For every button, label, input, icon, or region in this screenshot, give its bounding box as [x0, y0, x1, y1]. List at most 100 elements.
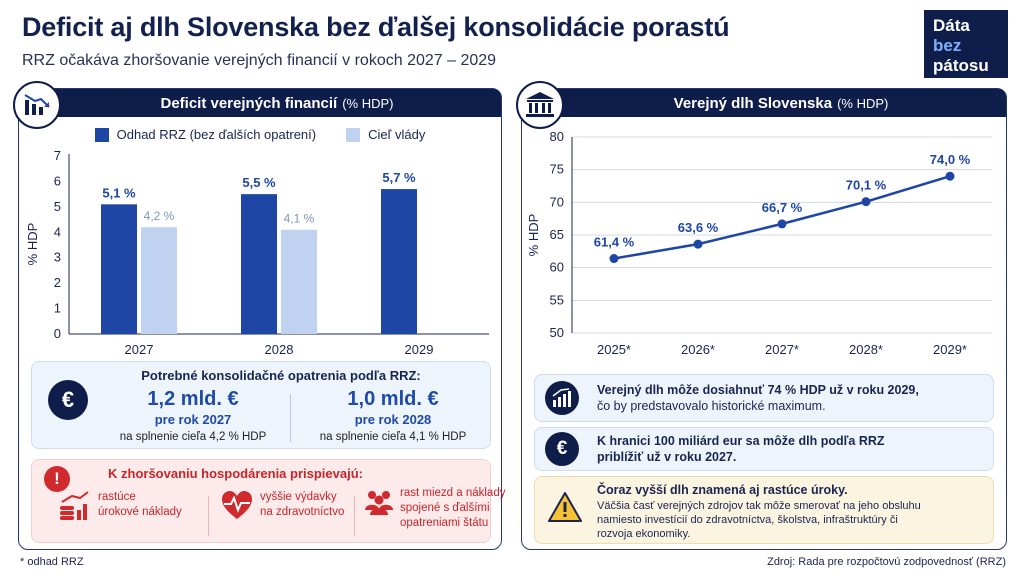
line-x-tick-label: 2028*	[849, 342, 883, 357]
deficit-legend: Odhad RRZ (bez ďalších opatrení) Cieľ vl…	[19, 127, 501, 142]
bar-y-tick-label: 6	[54, 173, 61, 188]
line-point	[693, 239, 703, 249]
line-y-tick-label: 65	[550, 227, 564, 242]
debt-panel: Verejný dlh Slovenska (% HDP) % HDP 50 55…	[516, 81, 1007, 550]
euro-icon: €	[48, 380, 88, 420]
risk-text-line: vyššie výdavky	[260, 491, 337, 503]
info-text: Verejný dlh môže dosiahnuť 74 % HDP už v…	[597, 382, 919, 414]
bar-data-label: 5,7 %	[382, 170, 416, 185]
bar-y-tick-label: 1	[54, 301, 61, 316]
line-data-label: 74,0 %	[930, 152, 971, 167]
line-y-tick-label: 60	[550, 260, 564, 275]
consolidation-box: € Potrebné konsolidačné opatrenia podľa …	[31, 361, 491, 449]
info-text-line: čo by predstavovalo historické maximum.	[597, 399, 826, 413]
line-x-tick-label: 2027*	[765, 342, 799, 357]
consolidation-note: na splnenie cieľa 4,1 % HDP	[319, 431, 467, 443]
page-subtitle: RRZ očakáva zhoršovanie verejných financ…	[22, 52, 497, 69]
risk-item-interest: rastúce úrokové náklady	[58, 490, 182, 526]
bar-data-label: 4,2 %	[144, 209, 175, 223]
line-x-tick-label: 2026*	[681, 342, 715, 357]
series-line	[613, 175, 951, 260]
bar	[381, 189, 417, 334]
risk-text-line: rast miezd a náklady	[400, 487, 506, 499]
line-point	[861, 197, 871, 207]
bar-x-tick-label: 2028	[265, 342, 294, 357]
risk-text: rast miezd a náklady spojené s ďalšími o…	[400, 486, 505, 531]
info-text-line: priblížiť už v roku 2027.	[597, 450, 737, 464]
risk-item-wages: rast miezd a náklady spojené s ďalšími o…	[364, 486, 505, 531]
info-box-record: Verejný dlh môže dosiahnuť 74 % HDP už v…	[534, 374, 994, 422]
line-point	[777, 219, 787, 229]
line-data-label: 70,1 %	[846, 178, 887, 193]
bar-y-tick-label: 3	[54, 250, 61, 265]
warning-box: Čoraz vyšší dlh znamená aj rastúce úroky…	[534, 476, 994, 544]
deficit-bar-chart: % HDP 0 1 2 3 4 5 6 7 2027 5,1 % 4,2 % 2028 5,5 % 4,1…	[25, 148, 489, 357]
people-icon	[365, 491, 393, 515]
line-y-tick-label: 50	[550, 325, 564, 340]
logo-line-3: pátosu	[933, 56, 989, 75]
risk-text: vyššie výdavky na zdravotníctvo	[260, 490, 344, 520]
risk-text-line: na zdravotníctvo	[260, 506, 345, 518]
risk-text-line: rastúce	[98, 491, 136, 503]
bar-y-axis-label: % HDP	[25, 223, 40, 266]
legend-swatch-goal	[346, 127, 361, 142]
risk-box: ! K zhoršovaniu hospodárenia prispievajú…	[31, 459, 505, 543]
bank-icon	[516, 81, 564, 129]
line-x-tick-label: 2029*	[933, 342, 967, 357]
bar-data-label: 5,5 %	[242, 175, 276, 190]
warning-text-line: rozvoja ekonomiky.	[597, 528, 691, 540]
debt-panel-header: Verejný dlh Slovenska (% HDP)	[556, 89, 1006, 117]
line-y-axis-label: % HDP	[526, 214, 541, 257]
legend-swatch-rrz	[94, 127, 109, 142]
chart-down-icon	[13, 81, 61, 129]
line-y-tick-label: 75	[550, 162, 564, 177]
footnote: * odhad RRZ	[20, 556, 84, 568]
euro-icon: €	[545, 432, 579, 466]
line-data-label: 63,6 %	[678, 220, 719, 235]
risk-text-line: úrokové náklady	[98, 506, 182, 518]
warning-icon	[548, 492, 582, 522]
info-text: K hranici 100 miliárd eur sa môže dlh po…	[597, 433, 885, 465]
line-data-label: 66,7 %	[762, 200, 803, 215]
consolidation-note: na splnenie cieľa 4,2 % HDP	[119, 431, 267, 443]
bar-data-label: 4,1 %	[284, 212, 315, 226]
legend-label-goal: Cieľ vlády	[368, 127, 426, 142]
bar	[281, 229, 317, 334]
heart-pulse-icon	[222, 491, 252, 519]
debt-header-unit: (% HDP)	[837, 95, 889, 111]
info-box-100bn: € K hranici 100 miliárd eur sa môže dlh …	[534, 427, 994, 471]
bar	[241, 194, 277, 334]
logo-line-1: Dáta	[933, 16, 970, 35]
page-title: Deficit aj dlh Slovenska bez ďalšej kons…	[22, 12, 730, 42]
debt-line-chart: % HDP 50 55 60 65 70 75 80 2025* 2026* 2027* 2028*…	[526, 129, 992, 357]
warning-title: Čoraz vyšší dlh znamená aj rastúce úroky…	[597, 483, 848, 497]
bar-y-tick-label: 4	[54, 224, 61, 239]
risk-separator	[354, 496, 355, 536]
chart-up-icon	[545, 381, 579, 415]
line-x-tick-label: 2025*	[597, 342, 631, 357]
line-y-tick-label: 80	[550, 129, 564, 144]
risk-text-line: spojené s ďalšími	[400, 502, 490, 514]
consolidation-amount: 1,2 mld. €	[147, 388, 239, 410]
consolidation-divider	[290, 394, 291, 442]
consolidation-item-2027: 1,2 mld. € pre rok 2027 na splnenie cieľ…	[98, 388, 288, 443]
bar-data-label: 5,1 %	[102, 185, 136, 200]
coins-growth-icon	[60, 491, 89, 520]
line-y-tick-label: 70	[550, 194, 564, 209]
consolidation-item-2028: 1,0 mld. € pre rok 2028 na splnenie cieľ…	[298, 388, 488, 443]
debt-header-title: Verejný dlh Slovenska	[673, 94, 833, 112]
bar-y-tick-label: 0	[54, 326, 61, 341]
bar-y-tick-label: 5	[54, 199, 61, 214]
deficit-header-unit: (% HDP)	[342, 95, 394, 111]
bar	[141, 227, 177, 334]
brand-logo: Dáta bez pátosu	[924, 10, 1008, 78]
info-text-line: K hranici 100 miliárd eur sa môže dlh po…	[597, 434, 885, 448]
info-text-line: Verejný dlh môže dosiahnuť 74 % HDP už v…	[597, 383, 919, 397]
risk-separator	[208, 496, 209, 536]
warning-text-line: Väčšia časť verejných zdrojov tak môže s…	[597, 500, 921, 512]
deficit-header-title: Deficit verejných financií	[160, 94, 338, 112]
deficit-panel-header: Deficit verejných financií (% HDP)	[53, 89, 501, 117]
line-point	[945, 171, 955, 181]
legend-label-rrz: Odhad RRZ (bez ďalších opatrení)	[116, 127, 317, 142]
consolidation-title: Potrebné konsolidačné opatrenia podľa RR…	[141, 368, 421, 383]
